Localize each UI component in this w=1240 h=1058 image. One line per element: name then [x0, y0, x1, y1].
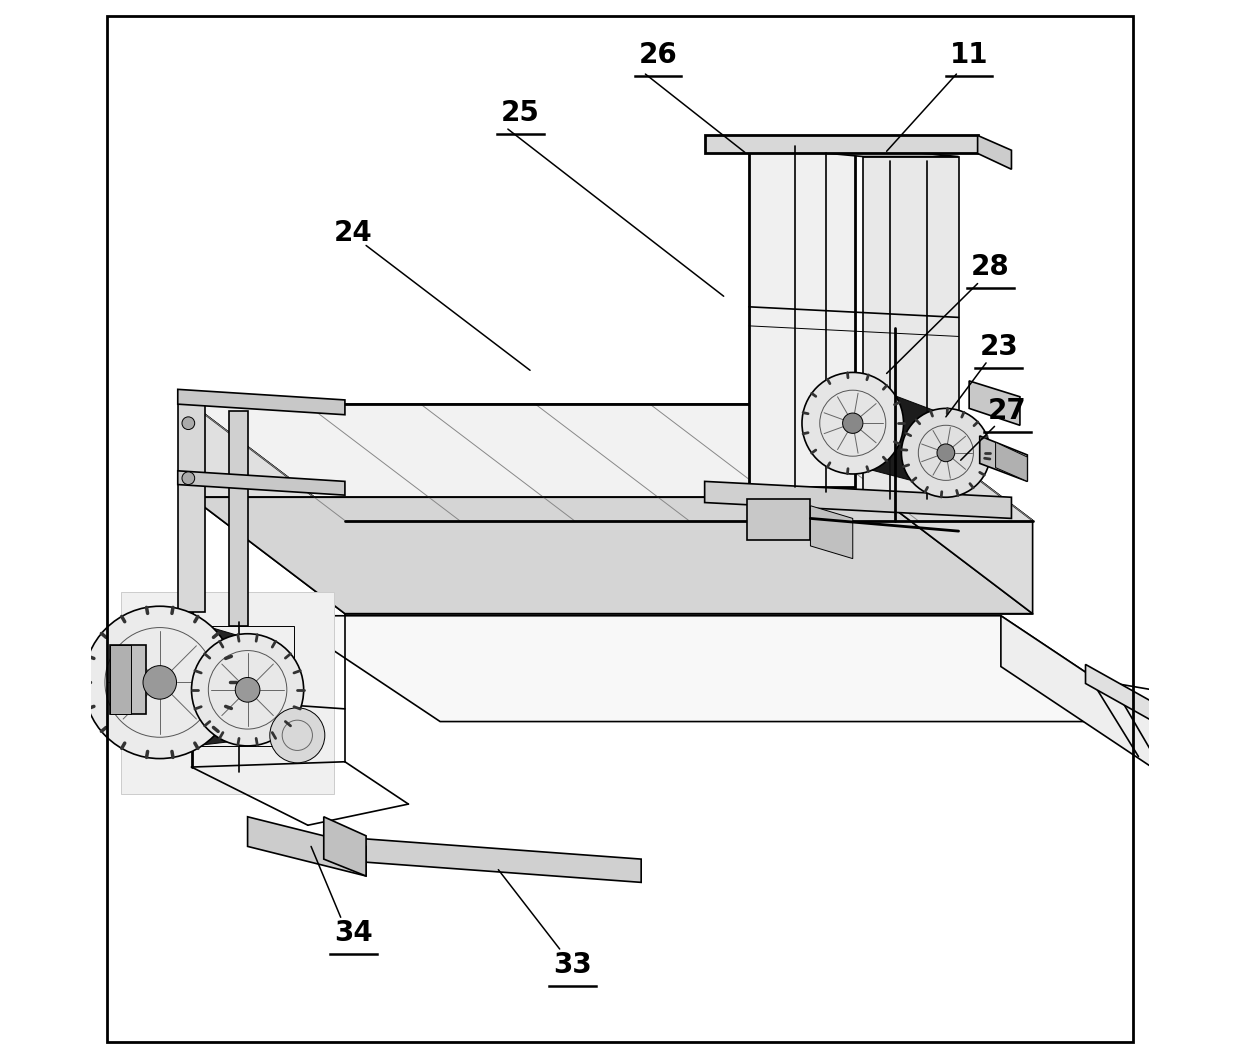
Polygon shape	[110, 645, 146, 714]
Polygon shape	[1085, 664, 1164, 728]
Text: 11: 11	[950, 41, 988, 69]
Polygon shape	[191, 404, 1033, 521]
Polygon shape	[177, 396, 206, 612]
Circle shape	[182, 417, 195, 430]
Text: 27: 27	[988, 397, 1027, 424]
Polygon shape	[980, 436, 1027, 481]
Text: 23: 23	[980, 333, 1018, 361]
Polygon shape	[977, 135, 1012, 169]
Polygon shape	[811, 506, 853, 559]
Text: 28: 28	[971, 253, 1009, 280]
Polygon shape	[996, 442, 1027, 481]
Circle shape	[270, 708, 325, 763]
Text: 33: 33	[553, 951, 591, 979]
Circle shape	[937, 444, 955, 461]
Text: 24: 24	[334, 219, 373, 247]
Text: 26: 26	[639, 41, 677, 69]
Circle shape	[143, 665, 176, 699]
Polygon shape	[749, 146, 959, 157]
Circle shape	[236, 677, 260, 703]
Polygon shape	[281, 616, 1159, 722]
Polygon shape	[228, 411, 248, 626]
Polygon shape	[177, 389, 345, 415]
Polygon shape	[704, 481, 1012, 518]
Polygon shape	[970, 381, 1021, 425]
Circle shape	[83, 606, 236, 759]
Text: 34: 34	[334, 919, 373, 947]
Circle shape	[901, 408, 991, 497]
Polygon shape	[749, 146, 854, 487]
Polygon shape	[191, 497, 1033, 614]
Polygon shape	[177, 471, 345, 495]
Polygon shape	[879, 404, 1033, 614]
Polygon shape	[324, 836, 641, 882]
Polygon shape	[863, 157, 959, 495]
Circle shape	[843, 413, 863, 434]
Polygon shape	[120, 592, 335, 794]
Polygon shape	[324, 817, 366, 876]
Circle shape	[182, 472, 195, 485]
Polygon shape	[154, 614, 252, 751]
Polygon shape	[746, 499, 811, 540]
Polygon shape	[1001, 616, 1159, 772]
Polygon shape	[248, 817, 366, 876]
Polygon shape	[704, 135, 977, 153]
Polygon shape	[191, 404, 345, 614]
Polygon shape	[841, 384, 956, 487]
Polygon shape	[110, 645, 131, 714]
Circle shape	[802, 372, 904, 474]
Circle shape	[191, 634, 304, 746]
Text: 25: 25	[501, 99, 539, 127]
